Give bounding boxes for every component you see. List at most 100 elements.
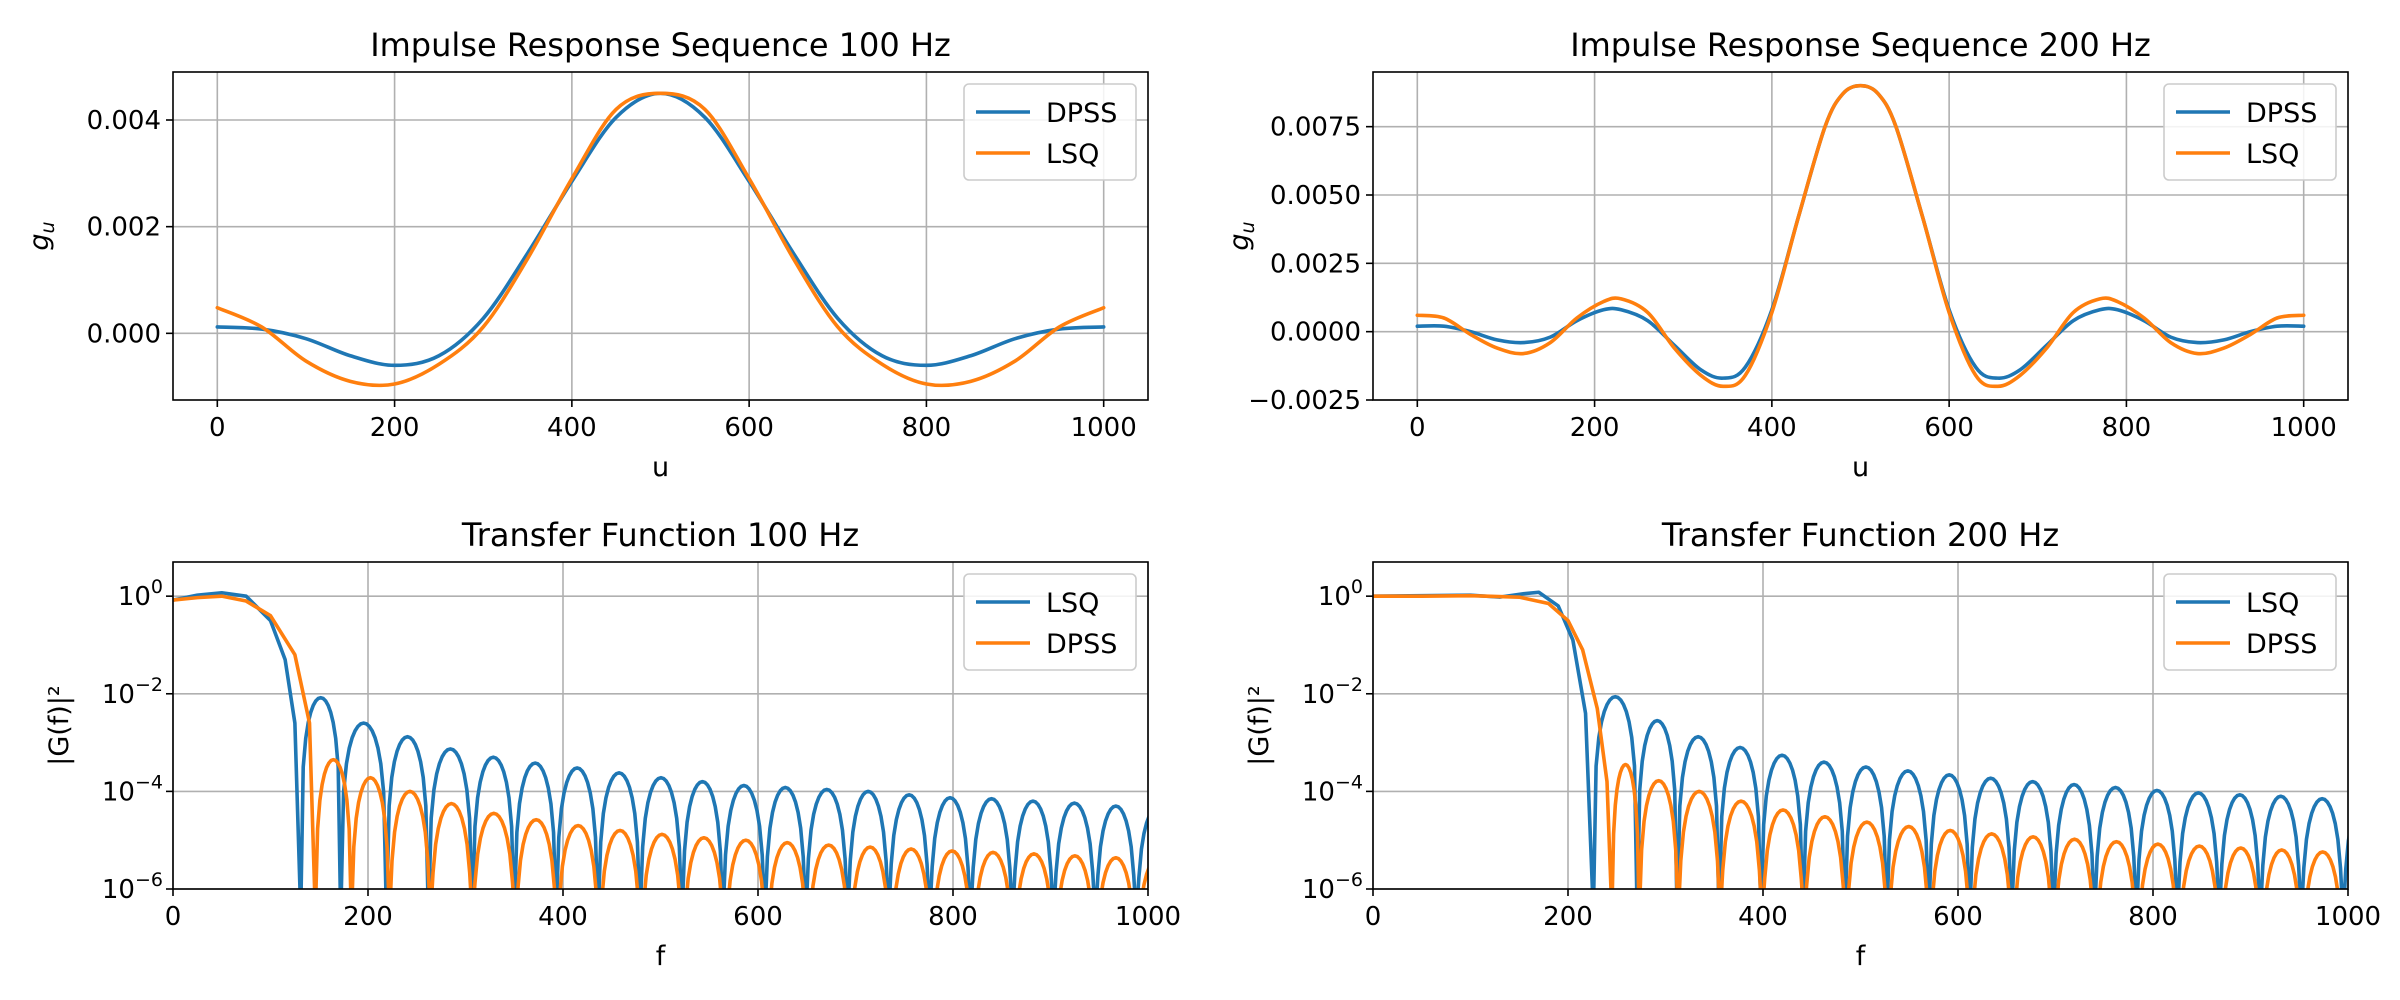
y-tick-exponent: 0 — [1351, 576, 1363, 598]
y-axis-label-main: g — [24, 233, 55, 250]
y-axis-label: gu — [24, 221, 59, 250]
y-tick-label: 0.002 — [87, 213, 161, 243]
y-tick-label: 0.0025 — [1270, 249, 1361, 279]
x-tick-label: 600 — [1933, 902, 1983, 932]
chart-title: Impulse Response Sequence 100 Hz — [370, 26, 951, 64]
y-tick-exponent: −6 — [135, 869, 163, 891]
legend-label-lsq: LSQ — [2246, 139, 2299, 170]
y-tick-base: 10 — [1302, 777, 1335, 807]
y-tick-label: 0.0000 — [1270, 318, 1361, 348]
x-tick-label: 0 — [1409, 413, 1426, 443]
legend-label-lsq: LSQ — [2246, 588, 2299, 619]
x-tick-label: 600 — [724, 413, 774, 443]
series-line-lsq — [173, 590, 1148, 889]
y-axis-label: |G(f)|² — [44, 685, 75, 766]
y-tick-base: 10 — [102, 680, 135, 710]
series-group — [1373, 590, 2348, 889]
y-tick-label: 10−4 — [1302, 771, 1363, 807]
x-axis-label: f — [1856, 941, 1867, 972]
x-tick-label: 1000 — [1071, 413, 1137, 443]
y-axis-label: |G(f)|² — [1244, 685, 1275, 766]
x-tick-label: 1000 — [2271, 413, 2337, 443]
legend: DPSS LSQ — [2163, 83, 2337, 181]
y-tick-base: 10 — [1302, 680, 1335, 710]
axes-frame — [1372, 561, 2349, 890]
y-tick-label: 0.004 — [87, 106, 161, 136]
x-tick-label: 600 — [1924, 413, 1974, 443]
x-tick-label: 0 — [1365, 902, 1382, 932]
series-line-dpss — [1373, 593, 2348, 889]
y-tick-base: 10 — [102, 875, 135, 905]
legend: DPSS LSQ — [963, 83, 1137, 181]
x-tick-label: 200 — [370, 413, 420, 443]
y-tick-exponent: −6 — [1335, 869, 1363, 891]
x-tick-label: 200 — [1570, 413, 1620, 443]
y-tick-base: 10 — [118, 582, 151, 612]
legend: LSQ DPSS — [2163, 573, 2337, 671]
legend-label-lsq: LSQ — [1046, 139, 1099, 170]
y-tick-exponent: −2 — [1335, 674, 1363, 696]
y-tick-label: 100 — [118, 576, 163, 612]
y-tick-exponent: −2 — [135, 674, 163, 696]
chart-impulse-100: 0 200 400 600 800 1000 0.000 0.002 0.004 Impulse … — [24, 26, 1149, 483]
y-tick-label: 0.0075 — [1270, 113, 1361, 143]
y-axis-label-main: g — [1224, 233, 1255, 250]
y-tick-label: 100 — [1318, 576, 1363, 612]
y-tick-exponent: 0 — [151, 576, 163, 598]
y-tick-label: 0.000 — [87, 319, 161, 349]
y-tick-base: 10 — [102, 777, 135, 807]
x-tick-label: 400 — [1747, 413, 1797, 443]
legend-label-dpss: DPSS — [1046, 629, 1117, 660]
chart-transfer-100: 0 200 400 600 800 100010010−210−410−6Transfer… — [44, 516, 1181, 972]
legend-label-dpss: DPSS — [2246, 98, 2317, 129]
series-group — [1415, 83, 2306, 389]
x-tick-label: 400 — [1738, 902, 1788, 932]
y-axis-label-sub: u — [37, 221, 59, 233]
x-axis-label: u — [652, 452, 669, 483]
axes-frame — [172, 561, 1149, 890]
y-tick-label: 10−2 — [1302, 674, 1363, 710]
x-tick-label: 800 — [2128, 902, 2178, 932]
y-tick-label: 10−6 — [102, 869, 163, 905]
x-axis-label: u — [1852, 452, 1869, 483]
x-tick-label: 400 — [538, 902, 588, 932]
y-tick-exponent: −4 — [135, 771, 163, 793]
legend-frame — [963, 83, 1137, 181]
y-tick-label: −0.0025 — [1248, 386, 1361, 416]
x-tick-label: 1000 — [2315, 902, 2381, 932]
legend-label-lsq: LSQ — [1046, 588, 1099, 619]
y-tick-base: 10 — [1302, 875, 1335, 905]
x-tick-label: 600 — [733, 902, 783, 932]
series-line-lsq — [1415, 83, 2306, 389]
y-tick-label: 10−6 — [1302, 869, 1363, 905]
y-axis-label: gu — [1224, 221, 1259, 250]
axes-frame — [172, 71, 1149, 401]
x-tick-label: 400 — [547, 413, 597, 443]
y-tick-base: 10 — [1318, 582, 1351, 612]
y-tick-label: 10−4 — [102, 771, 163, 807]
chart-title: Impulse Response Sequence 200 Hz — [1570, 26, 2151, 64]
y-axis-label-sub: u — [1237, 221, 1259, 233]
x-tick-label: 200 — [343, 902, 393, 932]
axes-frame — [1372, 71, 2349, 401]
series-line-dpss — [173, 594, 1148, 889]
x-tick-label: 800 — [2102, 413, 2152, 443]
y-tick-label: 0.0050 — [1270, 181, 1361, 211]
legend-frame — [2163, 83, 2337, 181]
legend-frame — [2163, 573, 2337, 671]
series-group — [215, 91, 1106, 388]
chart-transfer-200: 0 200 400 600 800 100010010−210−410−6Transfer… — [1244, 516, 2381, 972]
legend-label-dpss: DPSS — [2246, 629, 2317, 660]
x-tick-label: 1000 — [1115, 902, 1181, 932]
series-line-lsq — [215, 91, 1106, 388]
legend: LSQ DPSS — [963, 573, 1137, 671]
x-axis-label: f — [656, 941, 667, 972]
x-tick-label: 200 — [1543, 902, 1593, 932]
legend-frame — [963, 573, 1137, 671]
x-tick-label: 0 — [209, 413, 226, 443]
x-tick-label: 800 — [902, 413, 952, 443]
series-group — [173, 590, 1148, 889]
x-tick-label: 800 — [928, 902, 978, 932]
